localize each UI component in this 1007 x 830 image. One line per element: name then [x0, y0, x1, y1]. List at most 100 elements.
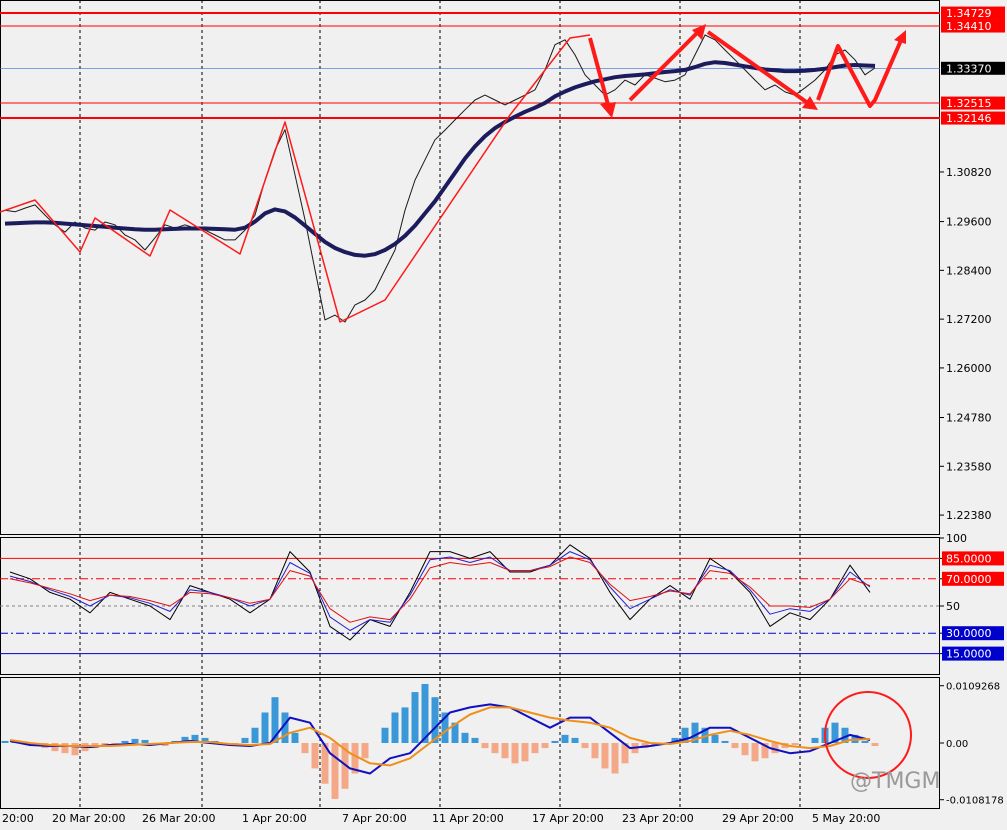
y-tick-label: 85.0000	[946, 552, 992, 565]
histogram-bar	[681, 727, 689, 743]
y-tick-label: 1.26000	[946, 362, 992, 375]
arrowhead	[600, 102, 616, 118]
level-box	[941, 6, 1005, 20]
histogram-bar	[1, 740, 9, 743]
level-label: 1.34410	[946, 20, 992, 33]
x-tick-label: 17 Apr 20:00	[532, 812, 604, 825]
histogram-bar	[341, 743, 349, 789]
histogram-bar	[421, 683, 429, 743]
histogram-bar	[141, 739, 149, 743]
histogram-bar	[161, 743, 169, 747]
zigzag	[0, 34, 591, 323]
histogram-bar	[391, 712, 399, 743]
watermark: @TMGM	[850, 769, 940, 794]
histogram-bar	[771, 743, 779, 754]
level-label: 1.34729	[946, 7, 992, 20]
histogram-bar	[131, 738, 139, 743]
histogram-bar	[741, 743, 749, 756]
y-tick-label: 1.27200	[946, 313, 992, 326]
y-tick-label: 0.00	[946, 739, 968, 750]
histogram-bar	[601, 743, 609, 769]
arrowhead	[802, 96, 818, 110]
histogram-bar	[361, 743, 369, 759]
level-box	[941, 111, 1005, 125]
histogram-bar	[761, 743, 769, 759]
x-tick-label: 26 Mar 20:00	[142, 812, 215, 825]
histogram-bar	[731, 743, 739, 749]
y-tick-label: -0.0108178	[946, 796, 1004, 807]
histogram-bar	[331, 743, 339, 799]
tick-box	[942, 551, 1004, 566]
arrowhead	[692, 24, 706, 40]
histogram-bar	[301, 743, 309, 754]
x-tick-label: 11 Apr 20:00	[432, 812, 504, 825]
level-box	[941, 96, 1005, 110]
histogram-bar	[721, 740, 729, 743]
macd-panel	[0, 677, 940, 809]
level-label: 1.33370	[946, 62, 992, 75]
level-label: 1.32146	[946, 112, 992, 125]
histogram-bar	[811, 737, 819, 743]
histogram-bar	[521, 743, 529, 762]
histogram-bar	[351, 743, 359, 774]
arrowhead	[894, 30, 906, 44]
histogram-bar	[541, 743, 549, 749]
series-line	[4, 34, 876, 323]
level-box	[941, 19, 1005, 33]
y-tick-label: 1.24780	[946, 412, 992, 425]
histogram-bar	[841, 727, 849, 743]
y-tick-label: 70.0000	[946, 573, 992, 586]
histogram-bar	[551, 740, 559, 743]
y-tick-label: 50	[946, 600, 960, 613]
histogram-bar	[411, 692, 419, 743]
histogram-bar	[191, 734, 199, 743]
histogram-bar	[611, 743, 619, 774]
plot-layer: 1.30820 1.29600 1.28400 1.27200 1.26000 1.247…	[0, 6, 1005, 825]
histogram-bar	[281, 712, 289, 743]
y-tick-label: 1.28400	[946, 264, 992, 277]
histogram-bar	[441, 712, 449, 743]
histogram-bar	[501, 743, 509, 759]
tick-box	[942, 571, 1004, 586]
tick-box	[942, 646, 1004, 661]
arrow	[706, 30, 814, 108]
histogram-bar	[321, 743, 329, 784]
x-tick-label: 7 Apr 20:00	[342, 812, 407, 825]
histogram-bar	[671, 737, 679, 743]
histogram-bar	[381, 727, 389, 743]
x-tick-label: 20:00	[2, 812, 34, 825]
arrow	[588, 37, 612, 113]
histogram-bar	[71, 743, 79, 756]
arrow	[628, 28, 702, 102]
histogram-bar	[51, 743, 59, 752]
histogram-bar	[291, 732, 299, 743]
histogram-bar	[831, 722, 839, 743]
histogram-bar	[401, 707, 409, 743]
histogram-bar	[61, 743, 69, 754]
x-tick-label: 29 Apr 20:00	[722, 812, 794, 825]
histogram-bar	[511, 743, 519, 764]
histogram-bar	[271, 697, 279, 743]
histogram-bar	[711, 734, 719, 743]
histogram-bar	[861, 740, 869, 743]
y-tick-label: 100	[946, 532, 967, 545]
histogram-bar	[581, 743, 589, 749]
histogram-bar	[751, 743, 759, 762]
histogram-bar	[251, 727, 259, 743]
histogram-bar	[621, 743, 629, 764]
histogram-bar	[871, 743, 879, 747]
level-box	[941, 61, 1005, 75]
y-tick-label: 1.30820	[946, 166, 992, 179]
histogram-bar	[481, 743, 489, 749]
series-line	[4, 60, 876, 258]
series-line	[9, 556, 871, 623]
histogram-bar	[121, 740, 129, 743]
series-line	[9, 551, 871, 631]
y-tick-label: 0.0109268	[946, 682, 1000, 693]
x-tick-label: 5 May 20:00	[812, 812, 880, 825]
histogram-bar	[701, 727, 709, 743]
series-line	[9, 706, 871, 767]
histogram-bar	[461, 732, 469, 743]
